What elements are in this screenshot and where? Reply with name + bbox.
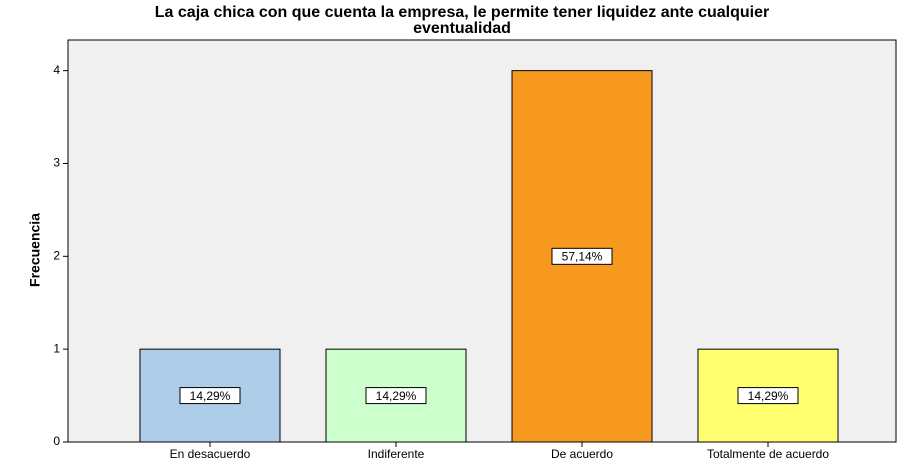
- x-tick-label: De acuerdo: [551, 447, 613, 461]
- x-tick-label: Totalmente de acuerdo: [707, 447, 829, 461]
- y-axis-label: Frecuencia: [27, 213, 43, 287]
- value-label: 14,29%: [748, 389, 789, 403]
- value-label: 14,29%: [376, 389, 417, 403]
- value-label-box: [179, 387, 241, 405]
- x-tick-label: Indiferente: [368, 447, 425, 461]
- chart-title: La caja chica con que cuenta la empresa,…: [155, 4, 769, 21]
- x-tick-label: En desacuerdo: [170, 447, 251, 461]
- y-tick-label: 0: [53, 434, 60, 448]
- value-label: 57,14%: [562, 249, 603, 263]
- y-tick-label: 2: [53, 248, 60, 262]
- y-tick-label: 4: [53, 63, 60, 77]
- y-tick-label: 1: [53, 341, 60, 355]
- value-label-box: [365, 387, 427, 405]
- value-label-box: [551, 247, 613, 265]
- chart-title: eventualidad: [413, 20, 511, 37]
- value-label-box: [737, 387, 799, 405]
- y-tick-label: 3: [53, 156, 60, 170]
- value-label: 14,29%: [190, 389, 231, 403]
